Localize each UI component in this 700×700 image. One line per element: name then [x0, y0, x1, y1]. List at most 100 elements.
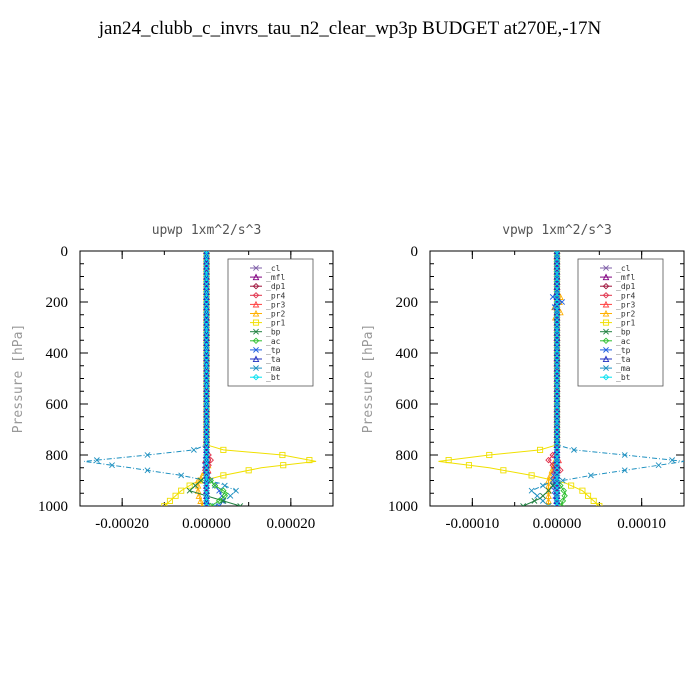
data-point-pr1 [445, 457, 452, 464]
data-point-pr1 [596, 502, 603, 506]
data-point-tp [216, 503, 223, 506]
data-point-pr1 [590, 497, 597, 504]
series-line-ma [530, 251, 684, 506]
legend-marker [602, 273, 610, 281]
legend-marker [603, 265, 609, 271]
chart-panel-1: upwp 1xm^2/s^3 Pressure [hPa] 0 200 400 600 80… [11, 223, 334, 532]
legend-box [227, 258, 314, 387]
data-point-ac [561, 492, 568, 500]
legend-marker [252, 337, 260, 345]
data-point-pr4 [207, 456, 214, 464]
data-point-ac [215, 497, 223, 505]
y-tick-label: 200 [396, 295, 419, 311]
data-point-ac [559, 497, 567, 505]
data-point-bp [545, 487, 552, 494]
series-group [84, 251, 317, 506]
data-point-pr1 [537, 446, 544, 453]
legend-label: _ac [616, 337, 631, 346]
y-axis-label: Pressure [hPa] [361, 324, 376, 434]
legend-label: _bp [616, 328, 631, 337]
legend-label: _tp [266, 346, 281, 355]
y-tick-label: 0 [411, 244, 419, 260]
data-point-pr1 [279, 451, 286, 459]
legend-marker [602, 319, 610, 326]
data-point-bt [203, 502, 210, 506]
data-point-pr1 [579, 487, 586, 494]
data-point-bp [520, 503, 527, 506]
data-point-ac [207, 477, 214, 484]
data-point-ma [545, 503, 552, 506]
data-point-ma [655, 462, 662, 469]
legend-label: _dp1 [266, 282, 285, 291]
legend-box [577, 258, 664, 387]
data-point-pr1 [465, 462, 472, 469]
y-tick-label: 1000 [388, 499, 418, 515]
y-axis-label: Pressure [hPa] [11, 324, 26, 434]
data-point-pr1 [500, 467, 507, 474]
data-point-ma [528, 487, 535, 494]
legend: _cl_mfl_dp1_pr4_pr3_pr2_pr1_bp_ac_tp_ta_… [577, 258, 664, 387]
legend-marker [253, 346, 259, 353]
legend-label: _pr2 [616, 310, 635, 319]
legend-marker [252, 355, 260, 363]
data-point-ma [534, 492, 541, 499]
legend-label: _pr2 [266, 310, 285, 319]
data-point-pr1 [220, 472, 227, 479]
legend-marker [252, 309, 260, 317]
data-point-pr1 [161, 502, 168, 506]
legend-marker [253, 265, 259, 271]
data-point-pr1 [528, 472, 535, 479]
data-point-pr4 [545, 456, 552, 464]
legend-marker [602, 309, 610, 317]
legend-label: _dp1 [616, 282, 635, 291]
legend-label: _tp [616, 346, 631, 355]
legend-label: _bt [616, 373, 631, 382]
page-title: jan24_clubb_c_invrs_tau_n2_clear_wp3p BU… [98, 18, 602, 39]
data-point-ac [220, 487, 227, 494]
legend-label: _cl [266, 264, 281, 273]
data-point-ma [190, 446, 197, 453]
legend-marker [252, 319, 260, 326]
data-point-ma [621, 452, 628, 458]
legend-marker [252, 282, 260, 290]
data-point-ac [560, 487, 568, 494]
legend-marker [602, 282, 610, 290]
legend-marker [252, 273, 260, 281]
data-point-pr1 [186, 482, 193, 489]
data-point-pr1 [584, 492, 592, 499]
chart-title: vpwp 1xm^2/s^3 [502, 223, 612, 238]
data-point-ma [109, 462, 115, 469]
data-point-ma [144, 467, 151, 474]
data-point-pr4 [549, 451, 557, 459]
data-point-ma [587, 472, 594, 479]
data-point-pr1 [166, 497, 174, 504]
legend-marker [253, 328, 259, 335]
legend-label: _pr4 [616, 291, 635, 300]
data-point-pr1 [178, 487, 185, 494]
data-point-ac [207, 502, 214, 506]
data-point-pr2 [195, 492, 203, 499]
legend-label: _pr1 [616, 319, 635, 328]
data-point-ma [621, 467, 628, 474]
legend-label: _ac [266, 337, 281, 346]
legend-marker [252, 300, 260, 308]
x-tick-label: 0.00000 [533, 516, 582, 532]
y-tick-label: 800 [46, 448, 69, 464]
data-point-ma [221, 482, 228, 489]
data-point-ma [178, 472, 185, 479]
data-point-ac [211, 482, 219, 489]
y-tick-label: 800 [396, 448, 419, 464]
data-point-pr1 [486, 451, 493, 459]
legend-marker [253, 365, 259, 372]
data-point-pr4 [549, 461, 557, 469]
legend-marker [602, 292, 610, 299]
chart-title: upwp 1xm^2/s^3 [152, 223, 262, 238]
legend-label: _mfl [266, 273, 285, 282]
data-point-cl [554, 503, 560, 506]
data-point-ma [144, 452, 151, 458]
data-point-pr1 [306, 457, 313, 464]
data-point-pr1 [172, 492, 179, 499]
data-point-tp [559, 299, 565, 305]
x-tick-label: -0.00020 [95, 516, 149, 532]
